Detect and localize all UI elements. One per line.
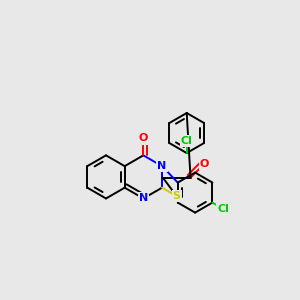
Text: Cl: Cl xyxy=(181,136,193,146)
Text: N: N xyxy=(158,161,166,171)
Text: O: O xyxy=(200,159,209,169)
Text: Cl: Cl xyxy=(217,204,229,214)
Text: O: O xyxy=(139,134,148,143)
Text: N: N xyxy=(139,194,148,203)
Text: S: S xyxy=(173,191,181,201)
